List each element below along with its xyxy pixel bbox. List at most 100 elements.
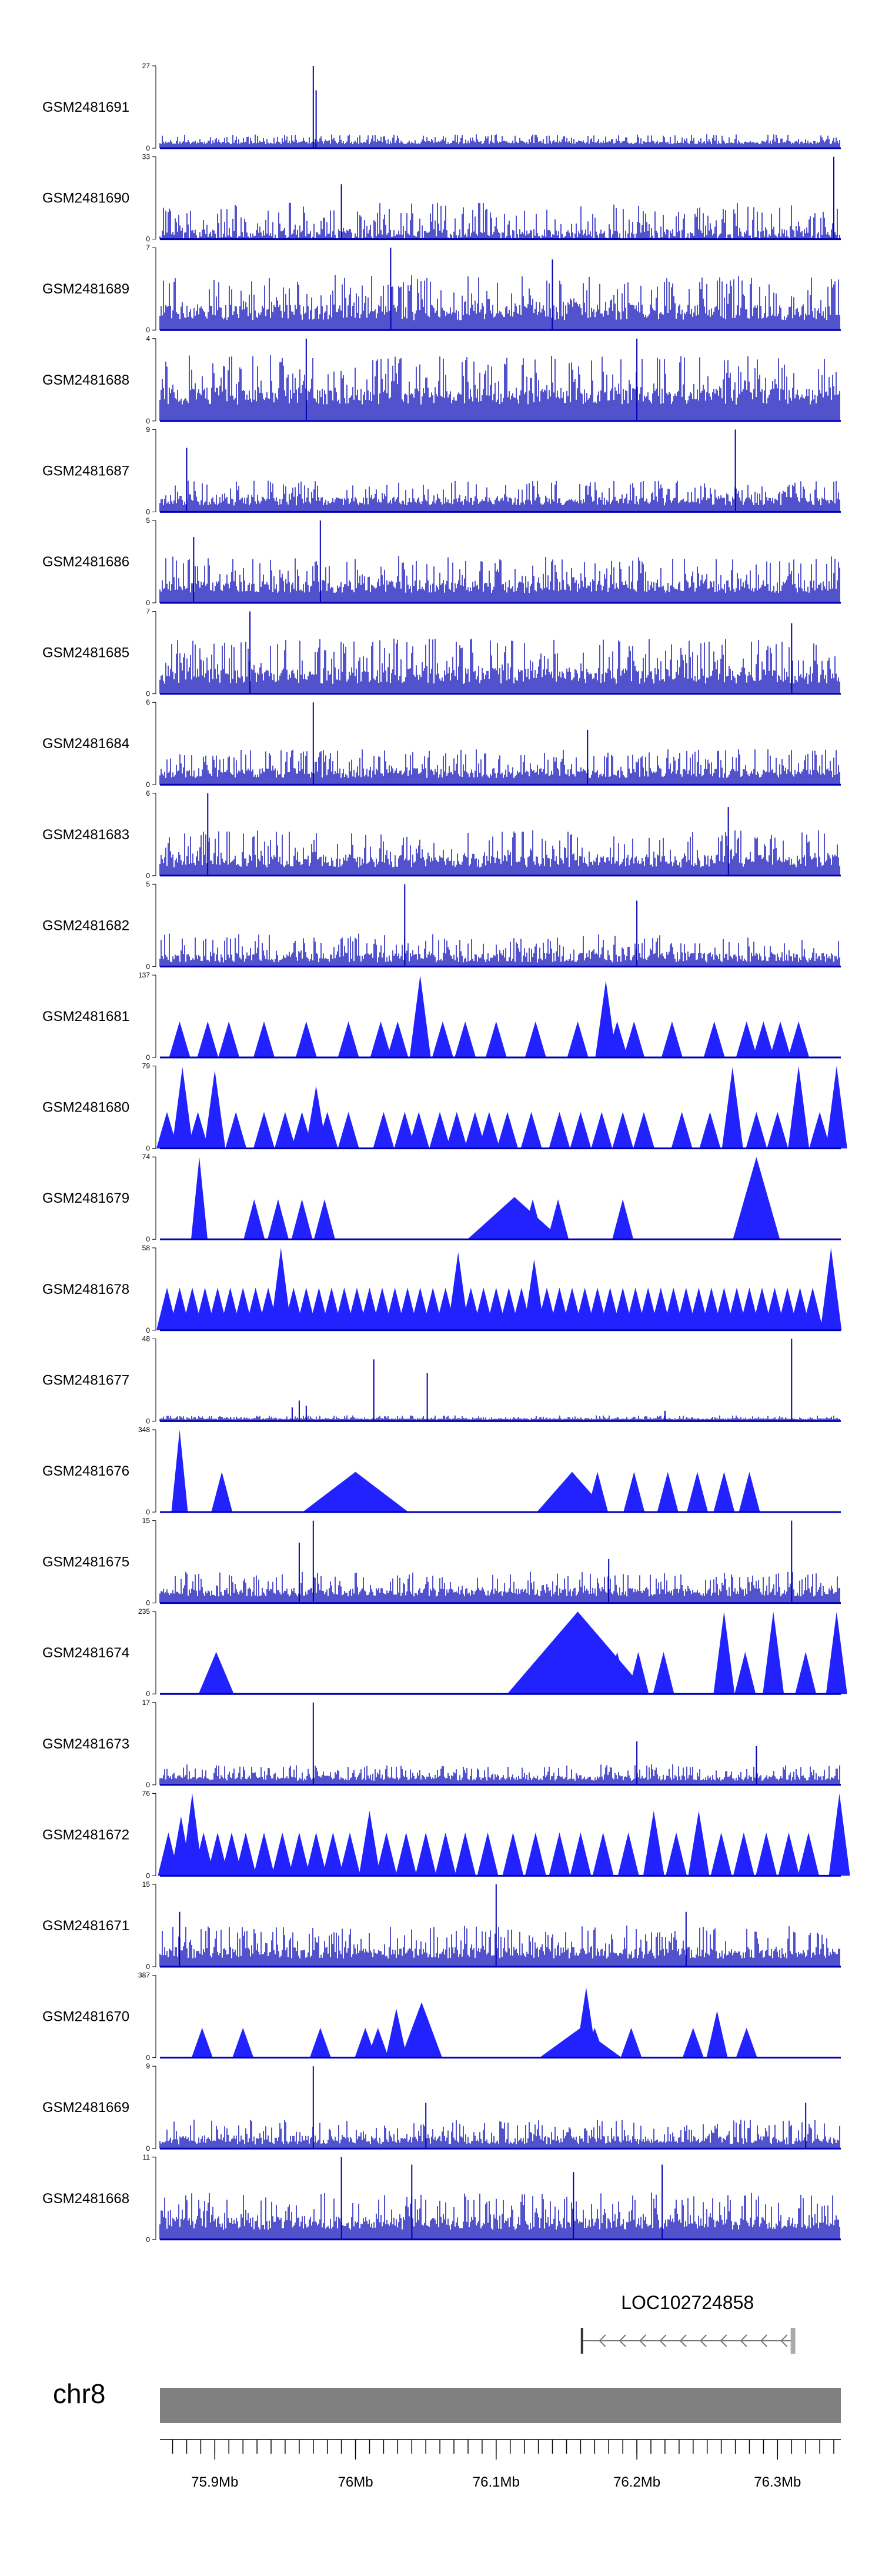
track-GSM2481683: GSM2481683 6 0 — [42, 789, 841, 880]
x-tick-label: 75.9Mb — [191, 2474, 238, 2490]
peak-mark — [338, 1112, 359, 1149]
peak-mark — [795, 1651, 817, 1694]
y-max-label: 48 — [142, 1334, 151, 1343]
track-label: GSM2481669 — [42, 2100, 129, 2115]
track-GSM2481678: GSM2481678 58 0 — [42, 1244, 842, 1334]
strand-arrow — [740, 2334, 747, 2347]
track-GSM2481684: GSM2481684 6 0 — [42, 698, 841, 789]
peak-mark — [713, 1471, 735, 1512]
peak-mark — [507, 1611, 649, 1694]
strand-arrow — [720, 2334, 727, 2347]
y-max-label: 387 — [138, 1971, 150, 1980]
peak-mark — [274, 1112, 296, 1149]
peak-mark — [211, 1471, 233, 1512]
peak-mark — [455, 1021, 476, 1057]
track-label: GSM2481674 — [42, 1645, 129, 1661]
y-max-label: 6 — [146, 698, 150, 706]
y-max-label: 5 — [146, 880, 150, 888]
peak-mark — [429, 1112, 451, 1149]
peak-mark — [288, 1832, 310, 1876]
peak-mark — [305, 1832, 327, 1876]
peak-mark — [338, 1021, 359, 1057]
track-label: GSM2481677 — [42, 1372, 129, 1388]
peak-mark — [169, 1021, 191, 1057]
track-GSM2481687: GSM2481687 9 0 — [42, 425, 841, 516]
coverage-signal — [159, 1926, 840, 1967]
y-min-label: 0 — [146, 2054, 150, 2062]
peak-mark — [802, 1287, 824, 1330]
peak-mark — [778, 1832, 800, 1876]
track-GSM2481668: GSM2481668 11 0 — [42, 2153, 841, 2244]
peak-mark — [721, 1067, 743, 1149]
coverage-signal — [159, 202, 840, 239]
chromosome-label: chr8 — [53, 2378, 105, 2409]
peak-mark — [253, 1832, 275, 1876]
peak-mark — [547, 1199, 569, 1240]
peak-mark — [828, 1793, 850, 1876]
peak-mark — [736, 1021, 757, 1057]
track-GSM2481674: GSM2481674 235 0 — [42, 1607, 847, 1698]
peak-mark — [394, 1112, 416, 1149]
peak-mark — [387, 1021, 409, 1057]
peak-mark — [197, 1021, 219, 1057]
y-max-label: 137 — [138, 971, 150, 979]
peak-mark — [455, 1832, 476, 1876]
peak-mark — [435, 1832, 456, 1876]
peak-mark — [182, 1793, 203, 1876]
y-min-label: 0 — [146, 1871, 150, 1880]
peak-mark — [221, 1832, 242, 1876]
track-GSM2481691: GSM2481691 27 0 — [42, 62, 841, 152]
peak-mark — [270, 1247, 292, 1330]
y-max-label: 9 — [146, 425, 150, 433]
peak-mark — [627, 1651, 649, 1694]
track-GSM2481669: GSM2481669 9 0 — [42, 2062, 841, 2153]
peak-mark — [524, 1021, 546, 1057]
y-min-label: 0 — [146, 417, 150, 425]
peak-mark — [432, 1021, 453, 1057]
strand-arrow — [679, 2334, 687, 2347]
peak-mark — [218, 1021, 240, 1057]
peak-mark — [688, 1810, 710, 1876]
peak-mark — [522, 1199, 543, 1240]
strand-arrow — [699, 2334, 707, 2347]
peak-mark — [322, 1832, 344, 1876]
signal-tracks: GSM2481691270GSM2481690330GSM248168970GS… — [42, 62, 850, 2244]
y-min-label: 0 — [146, 1326, 150, 1334]
peak-mark — [788, 1066, 810, 1149]
peak-mark — [225, 1112, 247, 1149]
y-min-label: 0 — [146, 780, 150, 789]
peak-mark — [770, 1021, 791, 1057]
track-label: GSM2481675 — [42, 1554, 129, 1570]
peak-mark — [612, 1112, 634, 1149]
peak-mark — [798, 1832, 819, 1876]
track-GSM2481672: GSM2481672 76 0 — [42, 1789, 850, 1880]
y-max-label: 235 — [138, 1607, 150, 1616]
peak-mark — [687, 1471, 708, 1512]
peak-mark — [198, 1651, 234, 1694]
peak-mark — [316, 1112, 338, 1149]
peak-mark — [620, 2028, 642, 2058]
track-label: GSM2481685 — [42, 645, 129, 661]
y-min-label: 0 — [146, 2144, 150, 2153]
track-GSM2481688: GSM2481688 4 0 — [42, 335, 841, 425]
y-min-label: 0 — [146, 1235, 150, 1243]
peak-mark — [788, 1021, 810, 1057]
peak-mark — [617, 1832, 639, 1876]
peak-mark — [767, 1112, 789, 1149]
y-min-label: 0 — [146, 1963, 150, 1971]
y-min-label: 0 — [146, 1417, 150, 1425]
peak-mark — [339, 1832, 360, 1876]
peak-mark — [253, 1021, 275, 1057]
strand-arrow — [599, 2334, 606, 2347]
peak-mark — [567, 1021, 589, 1057]
y-min-label: 0 — [146, 235, 150, 243]
coverage-signal — [159, 1571, 840, 1603]
y-max-label: 11 — [143, 2153, 151, 2161]
track-label: GSM2481687 — [42, 463, 129, 479]
track-label: GSM2481672 — [42, 1827, 129, 1843]
peak-mark — [272, 1832, 293, 1876]
genome-axis: chr8 75.9Mb 76Mb 76.1Mb 76.2Mb 76.3Mb — [53, 2378, 841, 2490]
strand-arrow — [659, 2334, 667, 2347]
peak-mark — [464, 1112, 486, 1149]
peak-mark — [643, 1810, 664, 1876]
